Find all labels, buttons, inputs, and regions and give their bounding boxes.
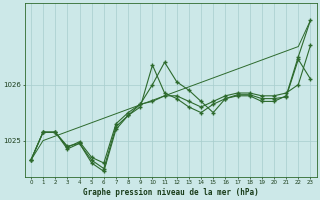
X-axis label: Graphe pression niveau de la mer (hPa): Graphe pression niveau de la mer (hPa) (83, 188, 259, 197)
